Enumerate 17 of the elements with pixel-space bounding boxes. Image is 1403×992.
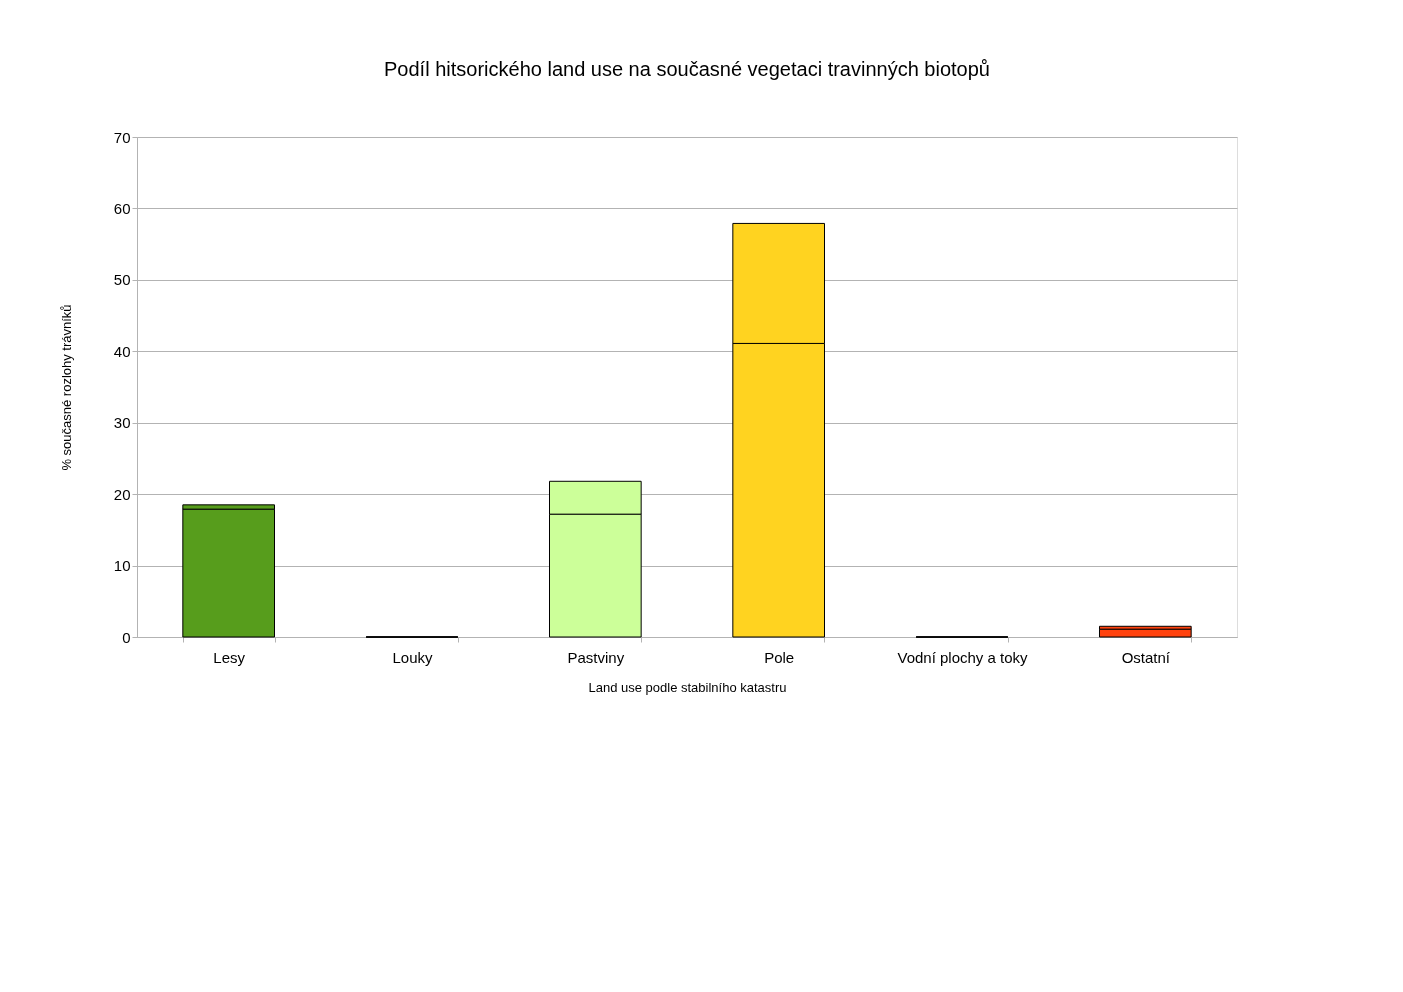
y-tick-label: 30 [113,414,131,432]
y-axis-title: % současné rozlohy trávníků [58,304,74,471]
x-tick-label: Ostatní [1121,648,1171,666]
y-tick-label: 70 [113,128,131,146]
x-tick-label: Vodní plochy a toky [897,648,1029,666]
y-tick-label: 40 [113,342,131,360]
y-tick-label: 60 [113,199,131,217]
x-axis-title: Land use podle stabilního katastru [588,679,787,695]
y-tick-label: 0 [122,628,131,646]
x-tick-label: Louky [392,648,434,666]
x-tick-label: Pole [764,648,795,666]
x-tick-label: Lesy [213,648,246,666]
chart-title: Podíl hitsorického land use na současné vegetaci travinných biotopů [384,58,990,80]
y-tick-label: 50 [113,271,131,289]
y-tick-label: 20 [113,485,131,503]
x-tick-label: Pastviny [567,648,625,666]
y-tick-label: 10 [113,557,131,575]
